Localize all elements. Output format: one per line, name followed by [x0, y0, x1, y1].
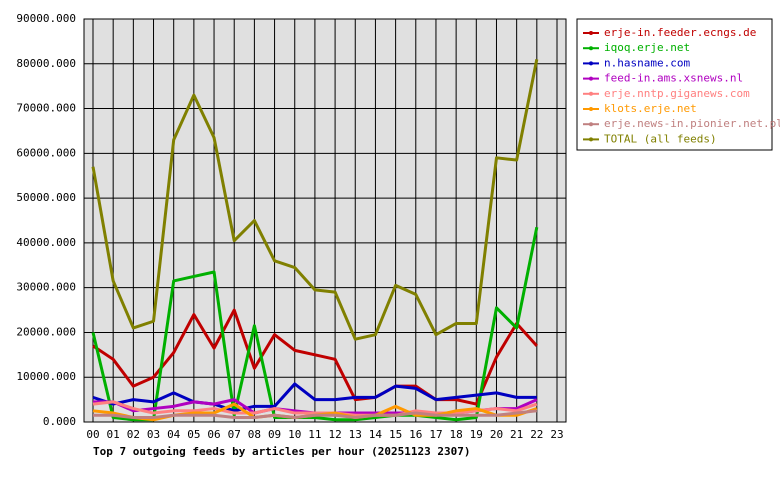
x-tick-label: 22: [530, 428, 543, 441]
x-tick-label: 03: [147, 428, 160, 441]
y-tick-label: 70000.000: [16, 102, 76, 115]
y-tick-label: 10000.000: [16, 370, 76, 383]
legend-label: TOTAL (all feeds): [604, 132, 717, 145]
x-tick-label: 12: [328, 428, 341, 441]
x-tick-label: 20: [490, 428, 503, 441]
x-tick-label: 19: [470, 428, 483, 441]
x-tick-label: 23: [550, 428, 563, 441]
y-tick-label: 90000.000: [16, 12, 76, 25]
y-tick-label: 30000.000: [16, 281, 76, 294]
x-tick-label: 17: [429, 428, 442, 441]
legend-label: erje.nntp.giganews.com: [604, 87, 750, 100]
y-tick-label: 50000.000: [16, 191, 76, 204]
x-tick-label: 11: [308, 428, 321, 441]
legend-label: erje-in.feeder.ecngs.de: [604, 26, 756, 39]
series-line: [92, 400, 538, 417]
x-tick-label: 10: [288, 428, 301, 441]
y-tick-label: 0.000: [43, 415, 76, 428]
x-tick-label: 06: [207, 428, 220, 441]
legend-marker: [589, 61, 593, 66]
x-tick-label: 09: [268, 428, 281, 441]
legend-marker: [589, 107, 593, 111]
y-tick-label: 40000.000: [16, 236, 76, 249]
legend-marker: [589, 76, 593, 81]
series-line: [92, 308, 538, 406]
y-tick-label: 60000.000: [16, 146, 76, 159]
legend-label: n.hasname.com: [604, 56, 690, 69]
series-line: [93, 409, 537, 420]
legend-label: erje.news-in.pionier.net.pl: [604, 117, 780, 130]
series-line: [92, 382, 537, 413]
legend-label: feed-in.ams.xsnews.nl: [604, 72, 743, 85]
legend-marker: [589, 91, 593, 96]
x-tick-label: 02: [127, 428, 140, 441]
x-tick-label: 00: [86, 428, 99, 441]
legend-marker: [589, 31, 593, 35]
x-tick-label: 13: [349, 428, 362, 441]
chart-title: Top 7 outgoing feeds by articles per hou…: [93, 445, 471, 458]
series-line: [91, 59, 539, 341]
legend-marker: [589, 137, 593, 142]
legend-label: iqoq.erje.net: [604, 41, 690, 54]
x-tick-label: 08: [248, 428, 261, 441]
legend-box: [576, 18, 773, 151]
legend-marker: [589, 46, 593, 51]
x-tick-label: 07: [228, 428, 241, 441]
x-tick-label: 16: [409, 428, 422, 441]
series-line: [91, 226, 539, 422]
x-tick-label: 14: [369, 428, 383, 441]
x-tick-label: 18: [450, 428, 463, 441]
x-tick-label: 01: [107, 428, 120, 441]
x-tick-label: 15: [389, 428, 402, 441]
x-tick-label: 04: [167, 428, 181, 441]
legend-label: klots.erje.net: [604, 102, 697, 115]
legend-marker: [589, 122, 593, 127]
y-tick-label: 20000.000: [16, 325, 76, 338]
y-tick-label: 80000.000: [16, 57, 76, 70]
x-tick-label: 21: [510, 428, 523, 441]
x-tick-label: 05: [187, 428, 200, 441]
